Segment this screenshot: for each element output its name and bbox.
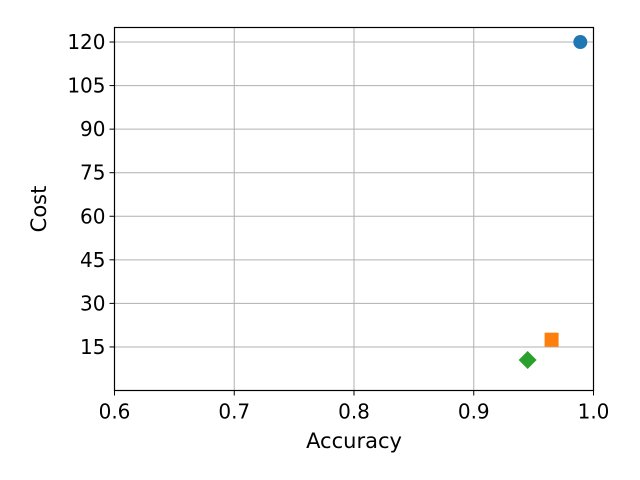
y-tick-label: 15 — [80, 335, 105, 359]
ticks: 0.6 0.7 0.8 0.9 1.0 15 30 45 60 75 90 105 120 — [67, 30, 609, 423]
y-tick-label: 120 — [67, 30, 105, 54]
x-tick-label: 0.8 — [338, 400, 370, 424]
plot-frame — [113, 26, 595, 392]
data-points — [518, 35, 588, 370]
x-axis-label: Accuracy — [306, 429, 402, 453]
y-tick-label: 105 — [67, 74, 105, 98]
y-tick-label: 30 — [80, 291, 105, 315]
x-tick-label: 0.6 — [99, 400, 131, 424]
y-tick-label: 60 — [80, 204, 105, 228]
y-tick-label: 75 — [80, 161, 105, 185]
data-point-square — [544, 332, 559, 347]
x-tick-label: 0.9 — [458, 400, 490, 424]
y-tick-label: 45 — [80, 248, 105, 272]
grid — [114, 27, 594, 391]
x-tick-label: 1.0 — [578, 400, 610, 424]
x-tick-label: 0.7 — [218, 400, 250, 424]
y-axis-label: Cost — [27, 186, 51, 233]
data-point-diamond — [518, 351, 537, 370]
y-tick-label: 90 — [80, 117, 105, 141]
data-point-circle — [573, 35, 588, 50]
